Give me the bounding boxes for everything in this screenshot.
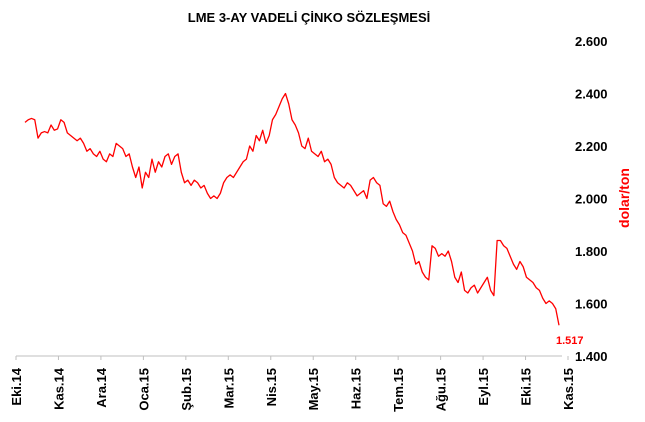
x-tick-label: Mar.15 <box>221 368 236 408</box>
y-tick-label: 1.600 <box>575 297 608 312</box>
x-tick-label: Ağu.15 <box>434 368 449 411</box>
series-line <box>24 92 560 326</box>
x-tick-label: Haz.15 <box>349 368 364 409</box>
x-tick-label: Tem.15 <box>391 368 406 412</box>
x-tick-label: Oca.15 <box>136 368 151 411</box>
end-value-label: 1.517 <box>556 335 584 347</box>
y-tick-label: 2.200 <box>575 139 608 154</box>
x-tick-label: Kas.14 <box>51 367 66 410</box>
y-tick-label: 2.400 <box>575 87 608 102</box>
y-axis-ticks: 2.600 2.400 2.200 2.000 1.800 1.600 1.400 <box>575 34 608 364</box>
x-tick-label: Eki.15 <box>519 368 534 406</box>
x-axis-tickmarks <box>15 356 569 360</box>
x-tick-label: Eyl.15 <box>476 368 491 406</box>
y-tick-label: 2.000 <box>575 192 608 207</box>
chart-title: LME 3-AY VADELİ ÇİNKO SÖZLEŞMESİ <box>188 10 430 25</box>
x-axis-ticks: Eki.14 Kas.14 Ara.14 Oca.15 Şub.15 Mar.15 Nis.… <box>9 367 576 412</box>
x-tick-label: Ara.14 <box>94 367 109 408</box>
x-tick-label: Eki.14 <box>9 367 24 405</box>
y-tick-label: 1.800 <box>575 244 608 259</box>
x-tick-label: Şub.15 <box>179 368 194 411</box>
y-tick-label: 2.600 <box>575 34 608 49</box>
x-tick-label: Nis.15 <box>264 368 279 406</box>
y-axis-label: dolar/ton <box>616 168 632 228</box>
y-tick-label: 1.400 <box>575 349 608 364</box>
x-tick-label: May.15 <box>306 368 321 410</box>
x-tick-label: Kas.15 <box>561 368 576 410</box>
